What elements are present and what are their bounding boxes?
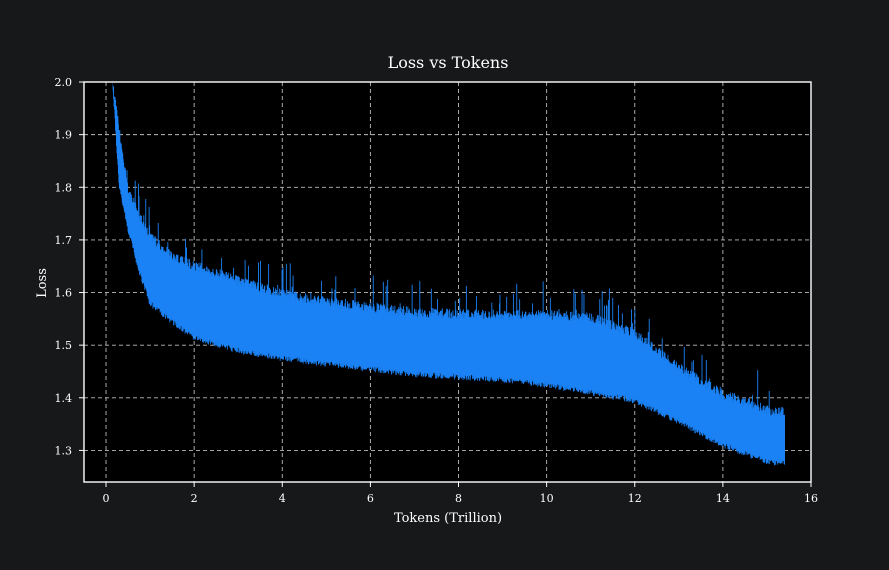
chart-title: Loss vs Tokens (388, 53, 509, 72)
y-axis-ticks: 1.3 1.4 1.5 1.6 1.7 1.8 1.9 2.0 (55, 76, 84, 457)
x-tick-label: 4 (279, 492, 286, 505)
y-tick-label: 1.5 (55, 339, 73, 352)
x-tick-label: 6 (367, 492, 374, 505)
series-layer (112, 79, 786, 466)
x-tick-label: 2 (191, 492, 198, 505)
x-tick-label: 12 (628, 492, 642, 505)
x-tick-label: 8 (455, 492, 462, 505)
x-tick-label: 10 (540, 492, 554, 505)
y-axis-label: Loss (35, 268, 50, 298)
y-tick-label: 1.4 (55, 392, 73, 405)
y-tick-label: 2.0 (55, 76, 73, 89)
loss-series-band (112, 79, 785, 461)
x-axis-ticks: 0 2 4 6 8 10 12 14 16 (103, 482, 818, 505)
x-tick-label: 14 (716, 492, 730, 505)
y-tick-label: 1.3 (55, 444, 73, 457)
x-tick-label: 0 (103, 492, 110, 505)
x-tick-label: 16 (804, 492, 818, 505)
x-axis-label: Tokens (Trillion) (394, 511, 502, 526)
plot-frame (83, 81, 812, 483)
y-tick-label: 1.6 (55, 287, 73, 300)
y-tick-label: 1.9 (55, 129, 73, 142)
y-tick-label: 1.8 (55, 181, 73, 194)
y-tick-label: 1.7 (55, 234, 73, 247)
